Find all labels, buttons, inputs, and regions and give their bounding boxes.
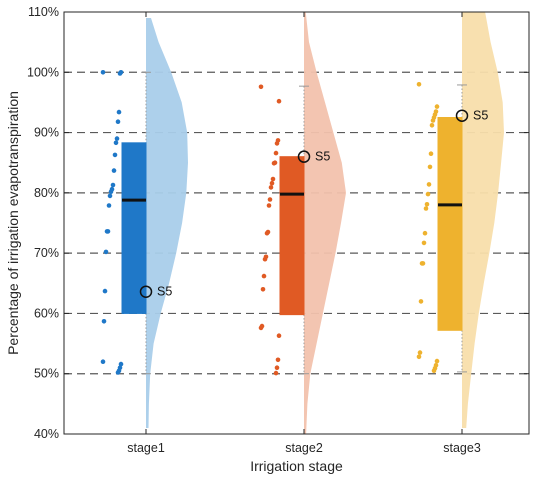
y-tick-label: 80% [34, 186, 59, 200]
data-point-stage2 [275, 357, 281, 363]
data-point-stage2 [271, 161, 277, 166]
data-point-stage3 [419, 261, 425, 266]
data-point-stage3 [416, 82, 422, 87]
y-tick-label: 40% [34, 427, 59, 441]
density-cloud-stage2 [304, 12, 346, 434]
data-point-stage3 [428, 151, 434, 156]
box-stage3 [437, 117, 463, 331]
data-point-stage2 [258, 325, 264, 331]
data-point-stage3 [431, 368, 437, 374]
data-point-stage3 [430, 118, 436, 123]
y-axis-label: Percentage of irrigation evapotranspirat… [5, 91, 21, 355]
data-point-stage2 [274, 365, 280, 371]
data-point-stage2 [260, 287, 266, 292]
data-point-stage1 [116, 109, 122, 115]
annotations: S5 S5 S5 [139, 109, 488, 299]
data-point-stage2 [262, 256, 268, 262]
y-tick-label: 60% [34, 306, 59, 320]
data-point-stage1 [101, 319, 107, 324]
highlight-label-stage3: S5 [473, 109, 488, 123]
y-tick-label: 100% [27, 65, 59, 79]
density-cloud-stage1 [146, 18, 188, 428]
x-tick-label: stage3 [443, 441, 481, 455]
data-point-stage1 [107, 193, 113, 199]
data-point-stage1 [100, 359, 106, 365]
data-point-stage3 [416, 354, 422, 360]
data-point-stage2 [267, 197, 273, 202]
data-point-stage3 [434, 358, 440, 364]
highlight-marker-stage2 [297, 150, 311, 163]
box-plots [121, 71, 467, 375]
highlight-marker-stage3 [455, 109, 469, 122]
data-point-stage1 [100, 70, 106, 75]
data-point-stage1 [115, 119, 121, 124]
data-point-stage2 [268, 185, 274, 190]
density-cloud-stage3 [462, 12, 504, 428]
y-axis-ticks: 40% 50% 60% 70% 80% 90% 100% 110% [27, 5, 529, 441]
data-point-stage2 [269, 180, 275, 186]
data-point-stage1 [110, 182, 116, 188]
data-point-stage2 [264, 230, 270, 236]
box-stage1 [121, 142, 147, 314]
data-point-stage1 [106, 203, 112, 208]
data-point-stage1 [103, 249, 109, 255]
highlight-marker-stage1 [139, 285, 153, 298]
data-point-stage1 [115, 370, 121, 375]
data-point-stage1 [111, 168, 117, 173]
data-point-stage1 [102, 288, 108, 294]
y-tick-label: 110% [28, 5, 59, 19]
data-point-stage1 [117, 71, 123, 76]
data-point-stage3 [422, 230, 428, 236]
plot-frame [63, 11, 530, 435]
data-point-stage2 [276, 98, 282, 104]
data-point-stage2 [273, 150, 279, 156]
highlight-label-stage2: S5 [315, 150, 330, 164]
x-axis-ticks: stage1 stage2 stage3 [127, 12, 481, 455]
data-point-stage3 [423, 206, 429, 211]
data-point-stage2 [266, 203, 272, 208]
data-point-stage1 [104, 229, 110, 234]
box-stage2 [279, 156, 305, 316]
x-tick-label: stage1 [127, 441, 165, 455]
data-point-stage1 [112, 152, 118, 158]
x-tick-label: stage2 [285, 441, 323, 455]
data-point-stage3 [426, 182, 432, 187]
data-point-stage3 [427, 164, 433, 170]
data-point-stage3 [425, 191, 431, 197]
scatter-points [100, 70, 440, 376]
y-tick-label: 50% [34, 367, 59, 381]
data-point-stage3 [434, 104, 440, 109]
data-point-stage2 [274, 141, 280, 146]
data-point-stage2 [270, 176, 276, 182]
data-point-stage2 [273, 370, 279, 376]
density-clouds [146, 12, 504, 434]
data-point-stage1 [118, 361, 124, 367]
data-point-stage3 [418, 299, 424, 304]
y-tick-label: 70% [34, 246, 59, 260]
data-point-stage1 [113, 140, 119, 146]
data-point-stage3 [421, 240, 427, 246]
x-axis-label: Irrigation stage [250, 458, 343, 474]
data-point-stage2 [276, 333, 282, 339]
data-point-stage1 [108, 189, 114, 194]
data-point-stage1 [114, 136, 120, 141]
data-point-stage3 [417, 350, 423, 355]
data-point-stage3 [429, 123, 435, 128]
data-point-stage2 [261, 273, 267, 279]
data-point-stage2 [258, 84, 264, 90]
y-tick-label: 90% [34, 126, 59, 140]
data-point-stage3 [424, 202, 430, 207]
highlight-label-stage1: S5 [157, 285, 172, 299]
